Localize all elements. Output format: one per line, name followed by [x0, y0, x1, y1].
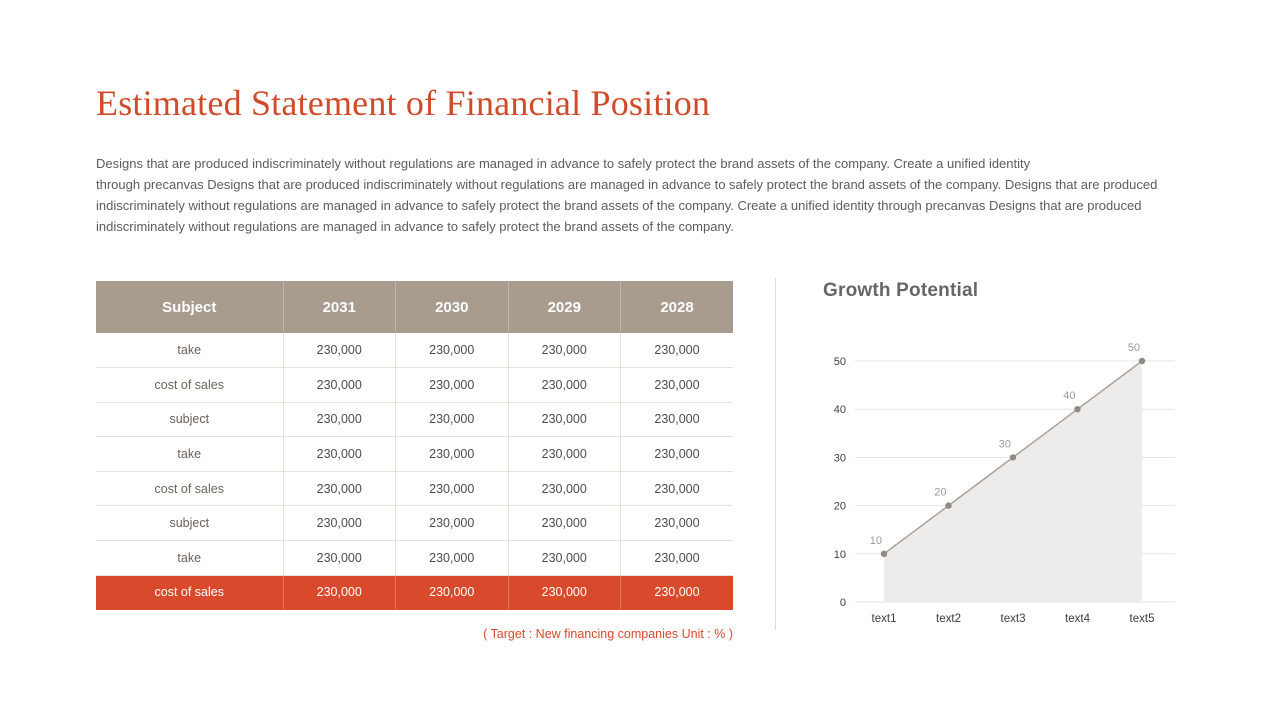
value-cell: 230,000: [508, 333, 621, 369]
svg-text:20: 20: [934, 487, 946, 499]
value-cell: 230,000: [508, 436, 621, 472]
row-label-cell: subject: [96, 402, 284, 438]
svg-text:30: 30: [999, 438, 1011, 450]
row-label-cell: cost of sales: [96, 471, 284, 507]
column-header-year: 2030: [395, 281, 509, 333]
svg-text:40: 40: [1063, 390, 1075, 402]
svg-text:0: 0: [840, 597, 846, 609]
svg-text:50: 50: [1128, 342, 1140, 354]
value-cell: 230,000: [395, 471, 509, 507]
table-row: cost of sales 230,000 230,000 230,000 230,00…: [96, 575, 733, 611]
table-row: subject 230,000 230,000 230,000 230,000: [96, 402, 733, 438]
y-axis-labels: 0 10 20 30 40 50: [834, 356, 846, 609]
page-title: Estimated Statement of Financial Positio…: [96, 83, 711, 123]
svg-text:text5: text5: [1130, 613, 1155, 625]
row-label-cell: cost of sales: [96, 367, 284, 403]
data-labels: 10 20 30 40 50: [870, 342, 1140, 547]
table-row: take 230,000 230,000 230,000 230,000: [96, 436, 733, 472]
value-cell: 230,000: [508, 540, 621, 576]
value-cell: 230,000: [395, 367, 509, 403]
value-cell: 230,000: [283, 540, 396, 576]
value-cell: 230,000: [508, 471, 621, 507]
value-cell: 230,000: [395, 436, 509, 472]
growth-chart-container: 0 10 20 30 40 50 10 20 30 40 50 text1 text2 text3 text…: [815, 335, 1190, 635]
column-header-year: 2029: [508, 281, 621, 333]
row-label-cell: subject: [96, 505, 284, 542]
svg-text:10: 10: [870, 535, 882, 547]
financial-table-body: take 230,000 230,000 230,000 230,000 cost of …: [96, 333, 733, 611]
row-label-cell: cost of sales: [96, 575, 284, 611]
column-header-subject: Subject: [96, 281, 284, 333]
table-row: take 230,000 230,000 230,000 230,000: [96, 333, 733, 369]
svg-text:text2: text2: [936, 613, 961, 625]
financial-table-container: Subject 2031 2030 2029 2028 take 230,000 230,0…: [96, 281, 733, 611]
intro-paragraph: Designs that are produced indiscriminate…: [96, 156, 1158, 234]
value-cell: 230,000: [395, 540, 509, 576]
chart-title: Growth Potential: [823, 280, 979, 301]
value-cell: 230,000: [395, 333, 509, 369]
data-points: [880, 357, 1146, 557]
svg-text:text4: text4: [1065, 613, 1091, 625]
value-cell: 230,000: [508, 367, 621, 403]
value-cell: 230,000: [508, 402, 621, 438]
table-row: cost of sales 230,000 230,000 230,000 230,00…: [96, 367, 733, 403]
value-cell: 230,000: [620, 540, 733, 576]
svg-text:text1: text1: [872, 613, 897, 625]
svg-text:20: 20: [834, 501, 846, 513]
value-cell: 230,000: [620, 402, 733, 438]
value-cell: 230,000: [620, 436, 733, 472]
row-label-cell: take: [96, 540, 284, 576]
svg-text:50: 50: [834, 356, 846, 368]
value-cell: 230,000: [395, 575, 509, 611]
value-cell: 230,000: [283, 402, 396, 438]
value-cell: 230,000: [283, 471, 396, 507]
svg-text:30: 30: [834, 452, 846, 464]
value-cell: 230,000: [395, 402, 509, 438]
value-cell: 230,000: [508, 575, 621, 611]
value-cell: 230,000: [283, 575, 396, 611]
table-row: subject 230,000 230,000 230,000 230,000: [96, 505, 733, 542]
table-row: cost of sales 230,000 230,000 230,000 230,00…: [96, 471, 733, 507]
svg-text:40: 40: [834, 404, 846, 416]
svg-text:10: 10: [834, 549, 846, 561]
value-cell: 230,000: [395, 505, 509, 542]
financial-table-header: Subject 2031 2030 2029 2028: [96, 281, 733, 333]
value-cell: 230,000: [620, 333, 733, 369]
table-row: take 230,000 230,000 230,000 230,000: [96, 540, 733, 576]
area-fill: [884, 361, 1142, 602]
column-header-year: 2031: [283, 281, 396, 333]
x-axis-labels: text1 text2 text3 text4 text5: [872, 613, 1155, 625]
vertical-divider: [775, 278, 776, 630]
value-cell: 230,000: [620, 471, 733, 507]
row-label-cell: take: [96, 436, 284, 472]
value-cell: 230,000: [283, 436, 396, 472]
value-cell: 230,000: [283, 333, 396, 369]
financial-table: Subject 2031 2030 2029 2028 take 230,000 230,0…: [96, 281, 733, 611]
row-label-cell: take: [96, 333, 284, 369]
value-cell: 230,000: [620, 505, 733, 542]
value-cell: 230,000: [620, 575, 733, 611]
column-header-year: 2028: [620, 281, 733, 333]
value-cell: 230,000: [508, 505, 621, 542]
value-cell: 230,000: [283, 505, 396, 542]
value-cell: 230,000: [283, 367, 396, 403]
value-cell: 230,000: [620, 367, 733, 403]
svg-text:text3: text3: [1001, 613, 1026, 625]
table-header-row: Subject 2031 2030 2029 2028: [96, 281, 733, 333]
table-caption: ( Target : New financing companies Unit …: [483, 627, 733, 641]
